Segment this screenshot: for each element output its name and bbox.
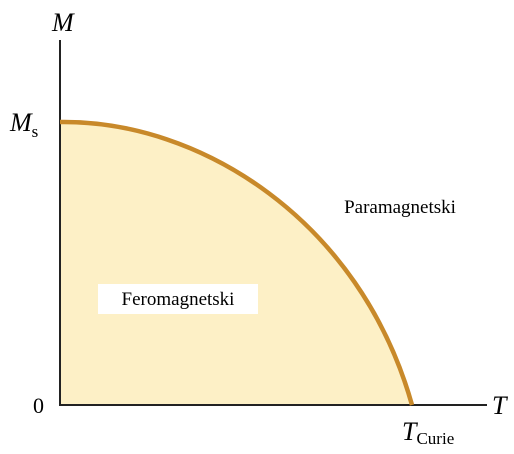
origin-label: 0	[33, 393, 44, 418]
saturation-label: Ms	[9, 108, 38, 141]
magnetization-curve	[59, 119, 415, 406]
curie-subscript: Curie	[416, 429, 454, 448]
curie-symbol: T	[402, 417, 418, 446]
saturation-symbol: M	[9, 108, 33, 137]
ferro-label: Feromagnetski	[122, 289, 235, 310]
ferro-region	[60, 121, 412, 405]
curie-label: TCurie	[402, 417, 454, 448]
x-axis-label: T	[492, 391, 508, 420]
y-axis-label: M	[51, 8, 75, 37]
saturation-subscript: s	[32, 122, 39, 141]
para-label: Paramagnetski	[344, 197, 456, 218]
ferro-label-box	[98, 284, 258, 314]
